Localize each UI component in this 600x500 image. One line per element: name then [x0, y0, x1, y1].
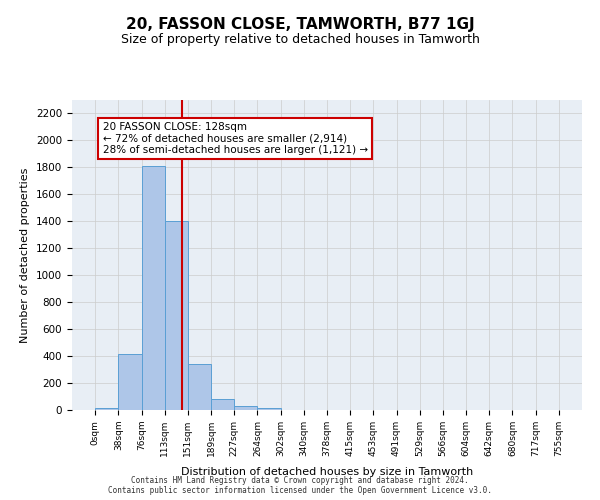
Text: Contains HM Land Registry data © Crown copyright and database right 2024.
Contai: Contains HM Land Registry data © Crown c… [108, 476, 492, 495]
Bar [118, 354, 142, 410]
Y-axis label: Number of detached properties: Number of detached properties [20, 168, 31, 342]
Bar [234, 406, 257, 410]
Bar [142, 166, 165, 410]
Bar [211, 399, 234, 410]
Text: 20 FASSON CLOSE: 128sqm
← 72% of detached houses are smaller (2,914)
28% of semi: 20 FASSON CLOSE: 128sqm ← 72% of detache… [103, 122, 368, 155]
Text: Size of property relative to detached houses in Tamworth: Size of property relative to detached ho… [121, 32, 479, 46]
Bar [165, 222, 188, 410]
Bar [257, 408, 281, 410]
Bar [95, 408, 118, 410]
Bar [188, 364, 211, 410]
Text: 20, FASSON CLOSE, TAMWORTH, B77 1GJ: 20, FASSON CLOSE, TAMWORTH, B77 1GJ [125, 18, 475, 32]
X-axis label: Distribution of detached houses by size in Tamworth: Distribution of detached houses by size … [181, 467, 473, 477]
